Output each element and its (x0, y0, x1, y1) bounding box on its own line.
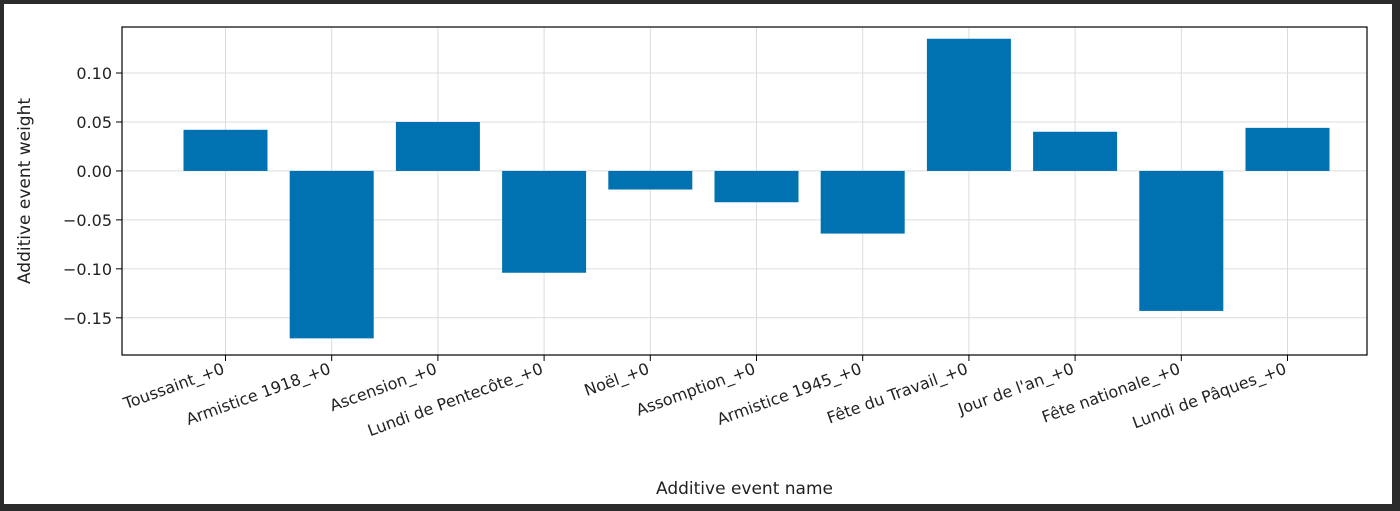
x-axis-label: Additive event name (656, 479, 833, 499)
bar (395, 121, 480, 171)
bars (183, 38, 1330, 339)
x-tick-label: Lundi de Pentecôte_+0 (365, 359, 546, 441)
y-tick-label: 0.00 (76, 162, 112, 181)
chart-frame: −0.15 −0.10 −0.05 0.00 0.05 0.10 Toussaint_+0… (4, 4, 1392, 504)
y-tick-label: 0.10 (76, 64, 112, 83)
bar (926, 38, 1011, 171)
y-tick-label: −0.05 (63, 211, 112, 230)
bar (1245, 127, 1330, 171)
bar (289, 170, 374, 339)
bar (608, 170, 693, 190)
plot-area-border (121, 26, 1368, 356)
y-tick-label: −0.15 (63, 309, 112, 328)
bar (183, 129, 268, 171)
bar (1139, 170, 1224, 311)
y-axis-ticks: −0.15 −0.10 −0.05 0.00 0.05 0.10 (63, 64, 122, 328)
bar-chart: −0.15 −0.10 −0.05 0.00 0.05 0.10 Toussaint_+0… (15, 26, 1368, 499)
x-tick-label: Noël_+0 (582, 359, 652, 401)
bar (502, 170, 587, 273)
y-tick-label: −0.10 (63, 260, 112, 279)
bar (820, 170, 905, 234)
y-axis-label: Additive event weight (15, 98, 35, 284)
bar (1033, 131, 1118, 171)
bar (714, 170, 799, 203)
y-tick-label: 0.05 (76, 113, 112, 132)
